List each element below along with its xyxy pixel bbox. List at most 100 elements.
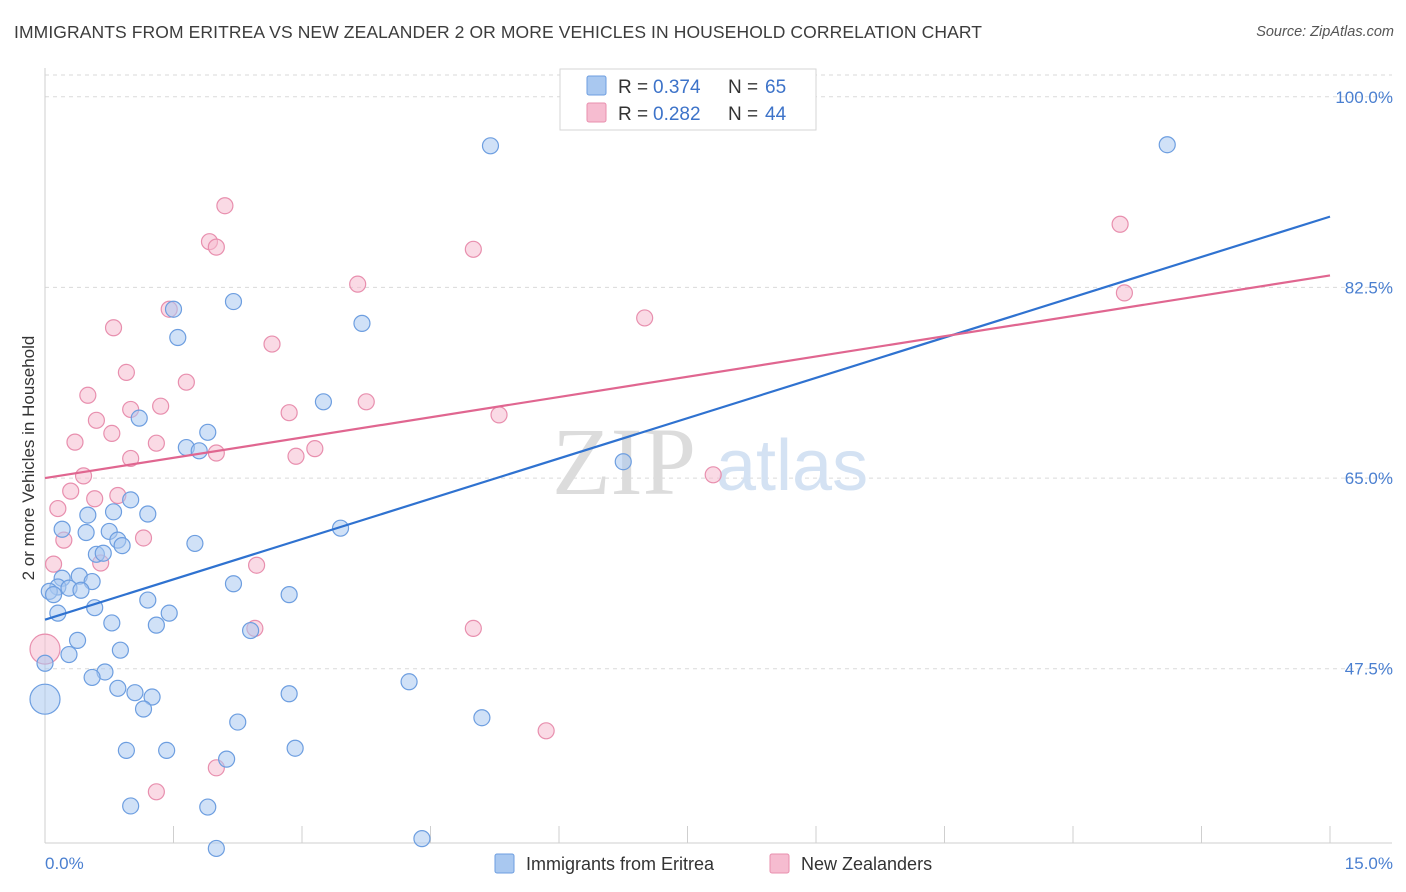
legend-r-value-blue: 0.374	[653, 77, 701, 98]
point-eritrea	[190, 442, 208, 460]
point-new-zealanders	[357, 393, 375, 411]
legend-r-value-pink: 0.282	[653, 104, 701, 125]
point-eritrea	[53, 520, 71, 538]
point-new-zealanders	[704, 466, 722, 484]
point-new-zealanders	[44, 555, 63, 573]
point-eritrea	[400, 673, 418, 691]
legend-n-label-blue: N =	[728, 77, 758, 98]
point-new-zealanders	[247, 556, 266, 574]
point-eritrea	[147, 616, 165, 634]
legend-n-value-blue: 65	[765, 77, 786, 98]
point-new-zealanders	[87, 411, 106, 429]
point-new-zealanders	[103, 424, 121, 442]
point-eritrea	[614, 453, 632, 471]
point-new-zealanders	[207, 238, 225, 256]
point-new-zealanders	[1115, 284, 1134, 302]
point-new-zealanders	[134, 529, 153, 547]
point-new-zealanders	[49, 499, 67, 518]
legend-swatch-blue	[586, 75, 607, 96]
y-tick-label: 82.5%	[1345, 278, 1393, 297]
point-eritrea	[353, 314, 371, 332]
point-eritrea	[134, 700, 153, 718]
point-new-zealanders	[280, 404, 298, 422]
point-eritrea	[113, 537, 131, 555]
point-eritrea	[130, 409, 148, 427]
watermark: ZIP atlas	[552, 408, 868, 515]
point-new-zealanders	[62, 482, 80, 500]
tick-labels: 100.0% 82.5% 65.0% 47.5% 0.0% 15.0%	[45, 88, 1393, 873]
point-new-zealanders	[349, 275, 367, 293]
trend-line-new-zealanders	[44, 274, 1331, 480]
point-eritrea	[164, 300, 183, 318]
legend-n-label-pink: N =	[728, 104, 758, 125]
point-eritrea	[473, 709, 491, 727]
point-eritrea	[122, 797, 140, 815]
legend-r-label-blue: R =	[618, 77, 648, 98]
x-tick-label: 0.0%	[45, 854, 84, 873]
point-new-zealanders	[490, 406, 508, 424]
point-eritrea	[72, 581, 90, 599]
point-eritrea	[199, 798, 217, 816]
series-legend-label-pink: New Zealanders	[801, 854, 932, 874]
point-eritrea	[36, 654, 54, 672]
point-new-zealanders	[66, 433, 84, 451]
point-new-zealanders	[464, 240, 482, 258]
point-new-zealanders	[306, 440, 324, 458]
point-eritrea	[111, 641, 129, 659]
point-eritrea	[94, 544, 112, 562]
point-new-zealanders	[147, 434, 165, 452]
legend-swatch-pink	[586, 102, 607, 123]
point-new-zealanders	[636, 309, 654, 327]
point-eritrea	[139, 591, 157, 609]
point-new-zealanders	[287, 447, 305, 465]
point-eritrea	[126, 684, 144, 702]
point-new-zealanders	[1111, 215, 1129, 233]
point-new-zealanders	[537, 722, 555, 740]
point-eritrea	[199, 423, 217, 441]
point-eritrea	[229, 713, 247, 731]
point-eritrea	[413, 830, 431, 848]
y-tick-label: 65.0%	[1345, 469, 1393, 488]
point-eritrea	[1158, 136, 1176, 154]
watermark-atlas: atlas	[716, 426, 868, 506]
point-eritrea	[280, 586, 298, 604]
legend-r-label-pink: R =	[618, 104, 648, 125]
point-eritrea	[280, 685, 298, 703]
point-eritrea	[242, 621, 260, 640]
series-legend-swatch-pink	[769, 853, 790, 874]
point-new-zealanders	[117, 363, 135, 381]
point-eritrea	[160, 604, 178, 622]
point-eritrea	[186, 534, 204, 553]
y-tick-label: 100.0%	[1335, 88, 1393, 107]
point-eritrea	[224, 292, 243, 311]
legend-n-value-pink: 44	[765, 104, 787, 125]
point-new-zealanders	[147, 783, 165, 801]
point-new-zealanders	[177, 373, 195, 391]
point-eritrea	[44, 586, 63, 604]
point-new-zealanders	[79, 386, 97, 404]
data-points	[29, 136, 1176, 858]
series-legend-swatch-blue	[494, 853, 515, 874]
point-eritrea	[60, 645, 78, 664]
point-eritrea	[481, 137, 500, 155]
point-eritrea	[79, 506, 97, 524]
trend-lines	[44, 215, 1331, 621]
point-new-zealanders	[122, 449, 140, 468]
point-eritrea	[331, 519, 350, 537]
trend-line-eritrea	[44, 215, 1331, 621]
x-tick-label: 15.0%	[1345, 854, 1393, 873]
point-new-zealanders	[104, 319, 123, 337]
series-legend: Immigrants from Eritrea New Zealanders	[494, 853, 932, 874]
point-eritrea	[104, 503, 123, 521]
stats-legend: R = 0.374 N = 65 R = 0.282 N = 44	[559, 68, 817, 131]
point-eritrea	[122, 491, 140, 509]
point-new-zealanders	[263, 335, 281, 353]
y-tick-label: 47.5%	[1345, 660, 1393, 679]
point-eritrea	[224, 575, 243, 593]
point-eritrea	[286, 739, 304, 757]
point-eritrea	[68, 631, 87, 649]
point-eritrea	[77, 523, 95, 542]
point-eritrea	[218, 750, 236, 768]
point-new-zealanders	[216, 197, 234, 215]
